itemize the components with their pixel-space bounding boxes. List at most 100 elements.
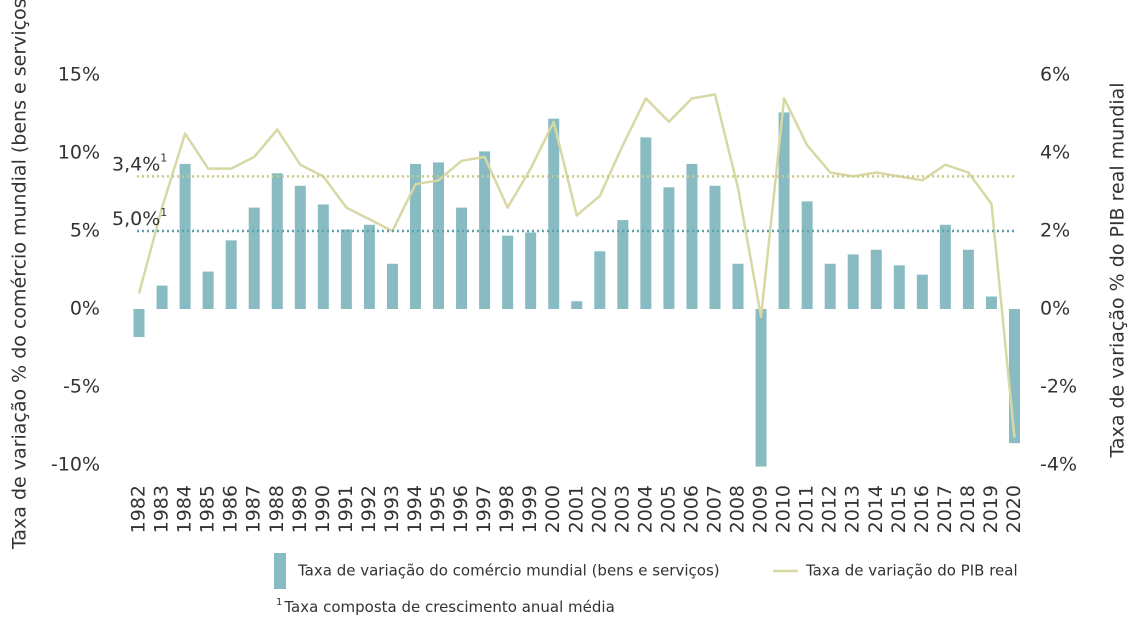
bar [640, 137, 652, 309]
x-tick-label: 2010 [773, 485, 795, 533]
reference-note: 1 [160, 151, 167, 164]
reference-label-text: 3,4% [112, 153, 160, 175]
reference-label: 5,0%1 [112, 206, 167, 230]
legend-label: Taxa de variação do comércio mundial (be… [297, 562, 720, 580]
bar [225, 240, 237, 309]
bar [778, 112, 790, 309]
bar [202, 271, 214, 309]
x-tick-label: 1996 [450, 485, 472, 533]
bar [271, 173, 283, 309]
x-tick-label: 2017 [934, 485, 956, 533]
bar [456, 207, 468, 309]
bar [709, 185, 721, 309]
y-tick-label: 10% [58, 142, 100, 164]
bar [801, 201, 813, 309]
x-tick-label: 2006 [680, 485, 702, 533]
bar [363, 224, 375, 309]
x-tick-label: 1983 [151, 485, 173, 533]
bar [133, 309, 145, 338]
x-tick-label: 1985 [197, 485, 219, 533]
x-tick-label: 1998 [496, 485, 518, 533]
reference-label-text: 5,0% [112, 208, 160, 230]
bar [594, 251, 606, 309]
x-tick-label: 1989 [289, 485, 311, 533]
x-tick-label: 1993 [381, 485, 403, 533]
x-tick-label: 1999 [519, 485, 541, 533]
bar [663, 187, 675, 309]
bar [939, 224, 951, 309]
x-tick-label: 1988 [266, 485, 288, 533]
y-tick-label: 5% [70, 220, 100, 242]
x-tick-label: 2009 [750, 485, 772, 533]
bar [386, 263, 398, 309]
x-tick-label: 2018 [957, 485, 979, 533]
bar [294, 185, 306, 309]
x-tick-label: 2005 [657, 485, 679, 533]
x-tick-label: 1991 [335, 485, 357, 533]
bar [732, 263, 744, 309]
x-tick-label: 2015 [888, 485, 910, 533]
x-tick-label: 2004 [634, 485, 656, 533]
bar [479, 151, 491, 309]
x-tick-label: 2014 [865, 485, 887, 533]
x-tick-label: 1986 [220, 485, 242, 533]
line [137, 93, 1016, 438]
x-tick-label: 2008 [727, 485, 749, 533]
bar [847, 254, 859, 309]
bar [962, 249, 974, 309]
reference-note: 1 [160, 206, 167, 219]
x-tick-label: 2011 [796, 485, 818, 533]
bar [433, 162, 445, 309]
x-tick-label: 2007 [703, 485, 725, 533]
x-tick-label: 2001 [565, 485, 587, 533]
bar [571, 301, 583, 309]
x-tick-label: 1984 [174, 485, 196, 533]
y-axis-label: Taxa de variação % do comércio mundial (… [9, 0, 31, 550]
x-tick-label: 2003 [611, 485, 633, 533]
legend-label: Taxa de variação do PIB real [805, 562, 1018, 580]
y2-tick-label: 6% [1040, 64, 1070, 86]
legend-swatch [274, 553, 286, 589]
bar [617, 220, 629, 309]
x-tick-label: 2000 [542, 485, 564, 533]
bar [548, 118, 560, 310]
x-tick-label: 1995 [427, 485, 449, 533]
x-tick-label: 2012 [819, 485, 841, 533]
x-tick-label: 2002 [588, 485, 610, 533]
y2-tick-label: -4% [1040, 454, 1077, 476]
bar [686, 163, 698, 309]
bar [525, 232, 537, 309]
bar [824, 263, 836, 309]
bar [916, 274, 928, 309]
bar [248, 207, 260, 309]
y2-tick-label: 0% [1040, 298, 1070, 320]
x-tick-label: 2013 [842, 485, 864, 533]
x-tick-label: 2016 [911, 485, 933, 533]
bar [502, 235, 514, 309]
bar [870, 249, 882, 309]
x-tick-label: 1982 [128, 485, 150, 533]
y2-tick-label: 2% [1040, 220, 1070, 242]
y-tick-label: -5% [63, 376, 100, 398]
bar [755, 309, 767, 467]
footnote-text: Taxa composta de crescimento anual média [283, 598, 614, 616]
bar [985, 296, 997, 309]
x-tick-label: 1994 [404, 485, 426, 533]
y2-tick-label: -2% [1040, 376, 1077, 398]
bar [1008, 309, 1020, 444]
footnote-mark: 1 [276, 597, 282, 608]
x-tick-label: 1997 [473, 485, 495, 533]
y-tick-label: -10% [51, 454, 100, 476]
bar [893, 265, 905, 309]
footnote: 1 Taxa composta de crescimento anual médi… [276, 597, 615, 616]
y-tick-label: 15% [58, 64, 100, 86]
bar [340, 229, 352, 309]
x-tick-label: 1992 [358, 485, 380, 533]
bar [317, 204, 329, 309]
bar [156, 285, 168, 309]
x-tick-label: 1987 [243, 485, 265, 533]
x-tick-label: 1990 [312, 485, 334, 533]
y2-tick-label: 4% [1040, 142, 1070, 164]
bar [179, 163, 191, 309]
